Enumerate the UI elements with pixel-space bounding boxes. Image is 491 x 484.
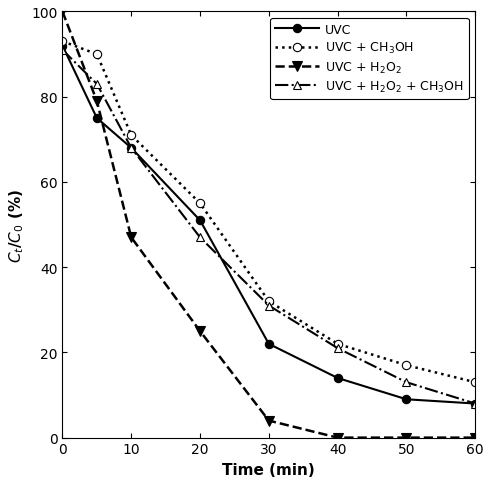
UVC + CH$_3$OH [404, 363, 409, 368]
UVC + H$_2$O$_2$ + CH$_3$OH [472, 401, 478, 407]
UVC + CH$_3$OH [335, 341, 341, 347]
UVC [94, 116, 100, 121]
UVC + H$_2$O$_2$ + CH$_3$OH [59, 48, 65, 54]
UVC + CH$_3$OH [59, 39, 65, 45]
Line: UVC + H$_2$O$_2$ + CH$_3$OH: UVC + H$_2$O$_2$ + CH$_3$OH [58, 46, 479, 408]
UVC + CH$_3$OH [94, 52, 100, 58]
UVC + H$_2$O$_2$ + CH$_3$OH [94, 82, 100, 88]
UVC + H$_2$O$_2$ + CH$_3$OH [404, 379, 409, 385]
UVC + H$_2$O$_2$ [128, 235, 134, 241]
Line: UVC: UVC [58, 42, 479, 408]
Legend: UVC, UVC + CH$_3$OH, UVC + H$_2$O$_2$, UVC + H$_2$O$_2$ + CH$_3$OH: UVC, UVC + CH$_3$OH, UVC + H$_2$O$_2$, U… [270, 19, 469, 100]
Y-axis label: $C_t$/$C_0$ (%): $C_t$/$C_0$ (%) [7, 188, 26, 262]
X-axis label: Time (min): Time (min) [222, 462, 315, 477]
Line: UVC + H$_2$O$_2$: UVC + H$_2$O$_2$ [57, 8, 480, 442]
UVC + H$_2$O$_2$ [472, 435, 478, 440]
UVC [335, 375, 341, 381]
UVC + H$_2$O$_2$ [59, 10, 65, 15]
UVC + H$_2$O$_2$ + CH$_3$OH [197, 235, 203, 241]
UVC + H$_2$O$_2$ [266, 418, 272, 424]
UVC + CH$_3$OH [266, 299, 272, 304]
UVC + H$_2$O$_2$ + CH$_3$OH [335, 346, 341, 351]
UVC + H$_2$O$_2$ [335, 435, 341, 440]
Line: UVC + CH$_3$OH: UVC + CH$_3$OH [58, 38, 479, 387]
UVC [472, 401, 478, 407]
UVC [197, 218, 203, 224]
UVC [404, 396, 409, 402]
UVC + H$_2$O$_2$ + CH$_3$OH [128, 146, 134, 151]
UVC [266, 341, 272, 347]
UVC + H$_2$O$_2$ + CH$_3$OH [266, 303, 272, 309]
UVC + H$_2$O$_2$ [197, 329, 203, 334]
UVC [59, 44, 65, 49]
UVC + H$_2$O$_2$ [94, 99, 100, 105]
UVC + CH$_3$OH [197, 201, 203, 207]
UVC + CH$_3$OH [128, 133, 134, 138]
UVC [128, 146, 134, 151]
UVC + H$_2$O$_2$ [404, 435, 409, 440]
UVC + CH$_3$OH [472, 379, 478, 385]
